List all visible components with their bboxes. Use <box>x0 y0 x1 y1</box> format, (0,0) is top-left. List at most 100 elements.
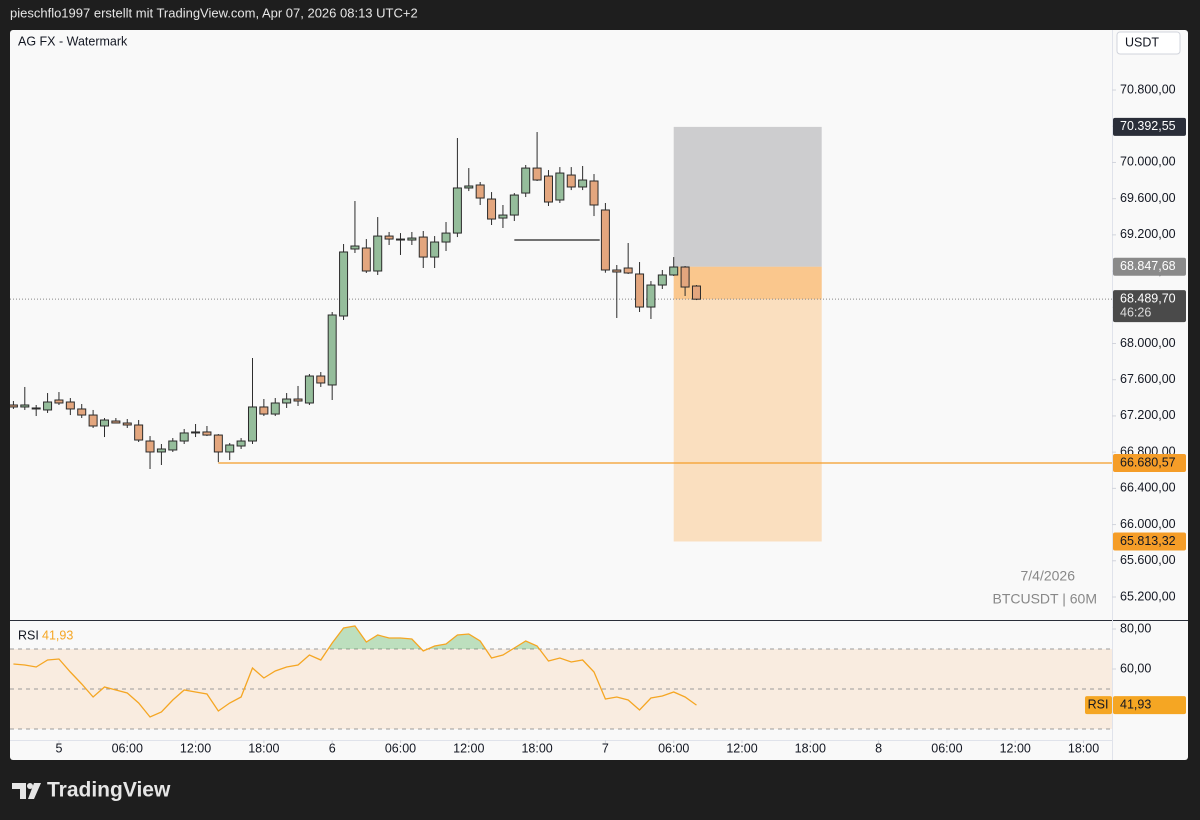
candle-body <box>65 401 75 410</box>
chart-layer: 65.200,0065.600,0066.000,0066.400,0066.8… <box>10 82 1186 755</box>
candle-body <box>373 235 383 272</box>
candle-body <box>509 194 519 216</box>
candle-body <box>134 424 144 441</box>
candle-body <box>293 398 303 402</box>
x-tick-label: 7 <box>602 741 609 755</box>
x-tick-label: 8 <box>875 741 882 755</box>
candle-body <box>54 399 64 404</box>
x-tick-label: 18:00 <box>521 741 552 755</box>
target-tag-text: 70.392,55 <box>1120 119 1176 133</box>
rsi-y-tick-label: 60,00 <box>1120 661 1151 675</box>
x-tick-label: 18:00 <box>795 741 826 755</box>
y-tick-label: 68.000,00 <box>1120 336 1176 350</box>
brand-name: TradingView <box>47 779 171 802</box>
candle-body <box>270 402 280 415</box>
candle-body <box>475 184 485 199</box>
rsi-value-tag-text: 41,93 <box>1120 697 1151 711</box>
watermark-symbol: BTCUSDT | 60M <box>992 591 1097 607</box>
candle-body <box>623 267 633 274</box>
candle-body <box>88 414 98 427</box>
candle-body <box>304 375 314 404</box>
candle-body <box>10 404 18 408</box>
last-price-tag-text: 68.489,70 <box>1120 291 1176 305</box>
rsi-y-tick-label: 80,00 <box>1120 621 1151 635</box>
candle-body <box>225 444 235 453</box>
stop-tag-text: 65.813,32 <box>1120 534 1176 548</box>
x-tick-label: 5 <box>55 741 62 755</box>
y-tick-label: 67.200,00 <box>1120 408 1176 422</box>
chart-title: AG FX - Watermark <box>18 34 128 48</box>
price-plot <box>10 126 1112 542</box>
candle-body <box>77 408 87 416</box>
candle-body <box>168 440 178 451</box>
x-tick-label: 12:00 <box>726 741 757 755</box>
target-tag <box>1113 117 1186 136</box>
candle-body <box>213 434 223 453</box>
candle-body <box>612 269 622 273</box>
x-tick-label: 12:00 <box>1000 741 1031 755</box>
candle-body <box>521 167 531 194</box>
y-tick-label: 66.000,00 <box>1120 517 1176 531</box>
candle-body <box>247 406 257 442</box>
candle-body <box>339 251 349 317</box>
candle-body <box>202 431 212 436</box>
last-price-tag <box>1113 290 1186 323</box>
candle-body <box>31 407 41 410</box>
entry-tag-text: 68.847,68 <box>1120 259 1176 273</box>
candle-body <box>498 214 508 219</box>
header: pieschflo1997 erstellt mit TradingView.c… <box>10 5 418 20</box>
chart-panel <box>10 30 1188 760</box>
rsi-line <box>13 625 697 718</box>
candle-body <box>99 419 109 427</box>
level-tag <box>1113 453 1186 472</box>
candle-body <box>635 273 645 308</box>
currency: USDT <box>1125 35 1159 49</box>
candle-body <box>452 187 462 234</box>
y-tick-label: 69.200,00 <box>1120 227 1176 241</box>
candle-body <box>543 175 553 203</box>
y-tick-label: 65.600,00 <box>1120 553 1176 567</box>
candle-body <box>487 198 497 220</box>
candle-body <box>464 185 474 189</box>
y-tick-label: 69.600,00 <box>1120 191 1176 205</box>
candle-body <box>430 241 440 258</box>
candle-body <box>282 398 292 404</box>
candle-body <box>327 314 337 386</box>
currency-button[interactable] <box>1116 31 1181 55</box>
rsi-legend-title: RSI <box>18 628 39 642</box>
candle-body <box>441 232 451 243</box>
stop-tag <box>1113 532 1186 551</box>
candle-body <box>555 172 565 201</box>
candle-body <box>236 440 246 447</box>
candle-body <box>600 209 610 271</box>
watermark-date: 7/4/2026 <box>1021 568 1076 584</box>
candle-body <box>384 235 394 240</box>
y-tick-label: 70.800,00 <box>1120 82 1176 96</box>
rsi-plot <box>10 625 1112 730</box>
candle-body <box>191 431 201 434</box>
y-tick-label: 66.400,00 <box>1120 481 1176 495</box>
candle-body <box>316 375 326 384</box>
rsi-value-tag <box>1113 696 1186 715</box>
candle-body <box>350 245 360 250</box>
x-tick-label: 06:00 <box>931 741 962 755</box>
rsi-legend-value: 41,93 <box>42 628 73 642</box>
x-tick-label: 18:00 <box>248 741 279 755</box>
y-tick-label: 67.600,00 <box>1120 372 1176 386</box>
candle-body <box>145 440 155 453</box>
candle-body <box>418 236 428 258</box>
candle-body <box>566 174 576 188</box>
candle-body <box>43 401 53 411</box>
x-tick-label: 06:00 <box>658 741 689 755</box>
level-tag-text: 66.680,57 <box>1120 455 1176 469</box>
x-tick-label: 6 <box>329 741 336 755</box>
candle-body <box>395 238 405 241</box>
candle-body <box>259 406 269 415</box>
candle-body <box>532 167 542 181</box>
rsi-name-tag <box>1085 696 1112 715</box>
candle-body <box>691 285 701 300</box>
x-tick-label: 06:00 <box>385 741 416 755</box>
candle-body <box>669 266 679 276</box>
y-tick-label: 65.200,00 <box>1120 589 1176 603</box>
overbought-fill <box>13 626 697 649</box>
